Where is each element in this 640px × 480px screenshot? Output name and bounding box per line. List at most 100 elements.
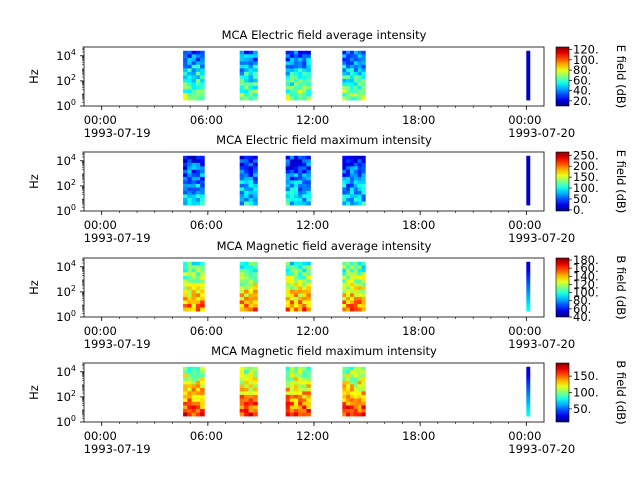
heatmap-cell	[187, 387, 192, 392]
heatmap-cell	[239, 391, 245, 396]
heatmap-cell	[195, 408, 201, 413]
heatmap-cell	[289, 82, 295, 87]
heatmap-cell	[187, 173, 192, 178]
heatmap-cell	[361, 398, 366, 403]
heatmap-cell	[285, 50, 291, 55]
heatmap-cell	[200, 71, 205, 76]
heatmap-cell	[187, 275, 192, 280]
heatmap-cell	[191, 201, 197, 206]
panel-3-axes-frame	[83, 257, 545, 318]
heatmap-cell	[195, 272, 201, 277]
heatmap-cell	[252, 286, 258, 291]
heatmap-cell	[306, 92, 311, 97]
heatmap-cell	[293, 303, 299, 308]
heatmap-cell	[195, 159, 201, 164]
heatmap-cell	[195, 180, 201, 185]
heatmap-cell	[289, 162, 295, 167]
heatmap-cell	[353, 92, 359, 97]
heatmap-cell	[289, 412, 295, 417]
heatmap-cell	[349, 201, 355, 206]
heatmap-cell	[302, 373, 307, 378]
panel-4-segment-5	[526, 366, 531, 417]
heatmap-cell	[306, 303, 311, 308]
heatmap-cell	[353, 64, 359, 69]
heatmap-cell	[526, 173, 529, 178]
heatmap-cell	[200, 180, 205, 185]
heatmap-cell	[361, 408, 366, 413]
heatmap-cell	[528, 71, 531, 76]
heatmap-cell	[195, 82, 201, 87]
heatmap-cell	[183, 54, 188, 59]
heatmap-cell	[361, 194, 366, 199]
heatmap-cell	[244, 377, 249, 382]
heatmap-cell	[289, 180, 295, 185]
heatmap-cell	[200, 279, 205, 284]
heatmap-cell	[187, 307, 192, 312]
heatmap-cell	[289, 71, 295, 76]
heatmap-cell	[187, 92, 192, 97]
x-tick-label: 12:00	[296, 429, 329, 443]
heatmap-cell	[349, 166, 355, 171]
heatmap-cell	[342, 169, 347, 174]
heatmap-cell	[200, 303, 205, 308]
heatmap-cell	[285, 377, 291, 382]
heatmap-cell	[357, 194, 362, 199]
panel-4: MCA Magnetic field maximum intensity 00:0…	[27, 344, 628, 456]
heatmap-cell	[200, 268, 205, 273]
heatmap-cell	[353, 82, 359, 87]
heatmap-cell	[191, 412, 197, 417]
heatmap-cell	[346, 85, 351, 90]
heatmap-cell	[361, 75, 366, 80]
heatmap-cell	[293, 92, 299, 97]
heatmap-cell	[526, 377, 529, 382]
heatmap-cell	[200, 275, 205, 280]
heatmap-cell	[293, 296, 299, 301]
colorbar-tick-label: 40.	[573, 84, 591, 98]
heatmap-cell	[298, 398, 303, 403]
heatmap-cell	[239, 268, 245, 273]
heatmap-cell	[191, 265, 197, 270]
heatmap-cell	[285, 71, 291, 76]
heatmap-cell	[528, 176, 531, 181]
heatmap-cell	[200, 68, 205, 73]
heatmap-cell	[353, 272, 359, 277]
heatmap-cell	[342, 391, 347, 396]
heatmap-cell	[302, 405, 307, 410]
heatmap-cell	[195, 261, 201, 266]
colorbar-tick-label: 80.	[573, 294, 591, 308]
heatmap-cell	[342, 50, 347, 55]
heatmap-cell	[289, 78, 295, 83]
heatmap-cell	[248, 296, 254, 301]
heatmap-cell	[187, 64, 192, 69]
heatmap-cell	[357, 387, 362, 392]
heatmap-cell	[244, 169, 249, 174]
heatmap-cell	[248, 96, 254, 101]
heatmap-cell	[195, 412, 201, 417]
heatmap-cell	[239, 78, 245, 83]
heatmap-cell	[200, 201, 205, 206]
heatmap-cell	[349, 57, 355, 62]
heatmap-cell	[349, 391, 355, 396]
x-tick-label: 18:00	[402, 218, 435, 232]
heatmap-cell	[306, 275, 311, 280]
heatmap-cell	[528, 75, 531, 80]
heatmap-cell	[244, 61, 249, 66]
heatmap-cell	[289, 279, 295, 284]
heatmap-cell	[252, 61, 258, 66]
heatmap-cell	[293, 282, 299, 287]
heatmap-cell	[346, 194, 351, 199]
heatmap-cell	[191, 85, 197, 90]
panel-2-segment-2	[239, 155, 258, 206]
heatmap-cell	[361, 384, 366, 389]
heatmap-cell	[526, 176, 529, 181]
heatmap-cell	[183, 398, 188, 403]
heatmap-cell	[248, 366, 254, 371]
colorbar-tick-label: 150.	[573, 170, 599, 184]
heatmap-cell	[239, 68, 245, 73]
heatmap-cell	[187, 384, 192, 389]
heatmap-cell	[248, 57, 254, 62]
heatmap-cell	[528, 169, 531, 174]
heatmap-cell	[349, 282, 355, 287]
heatmap-cell	[200, 166, 205, 171]
heatmap-cell	[346, 176, 351, 181]
